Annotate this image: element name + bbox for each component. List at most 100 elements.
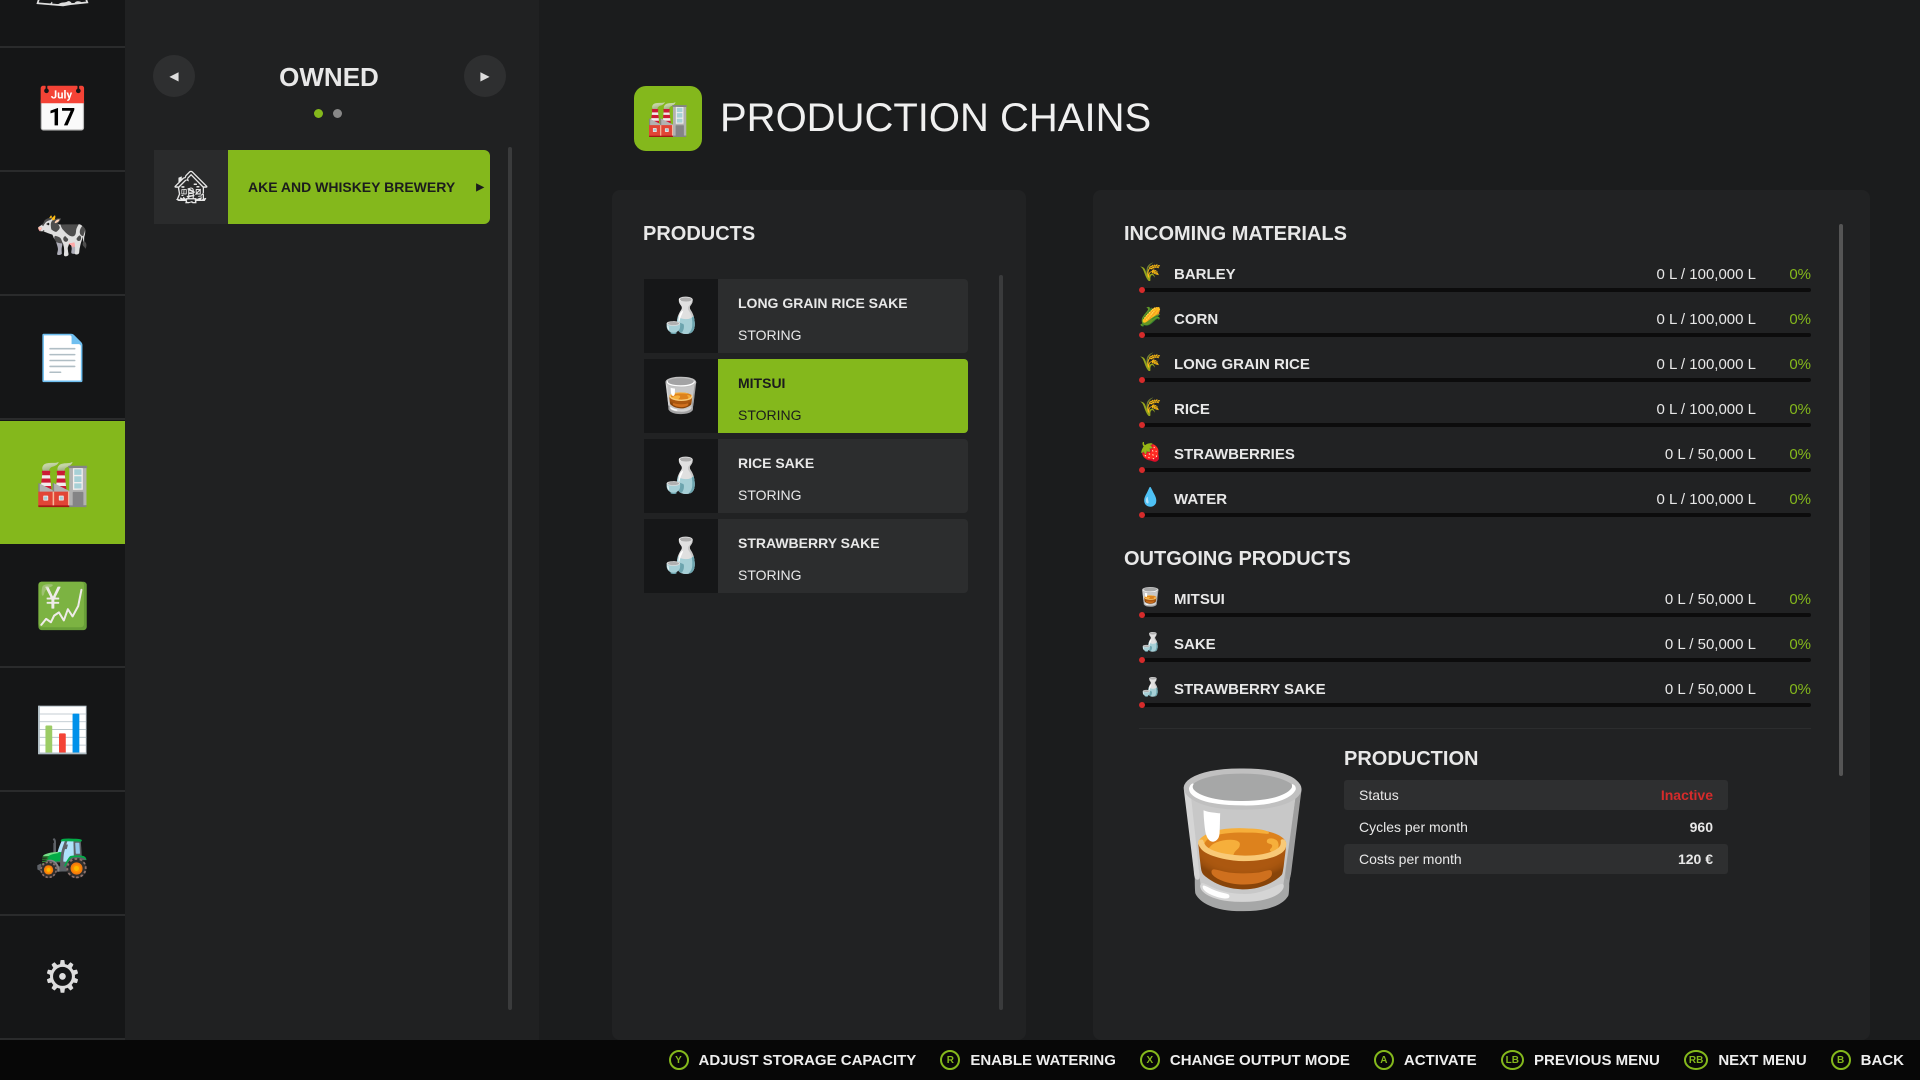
production-title: PRODUCTION xyxy=(1344,748,1479,770)
gamepad-a-icon: A xyxy=(1373,1050,1394,1070)
product-status: STORING xyxy=(738,407,802,423)
fill-level-bar xyxy=(1139,332,1811,338)
fill-level-bar xyxy=(1139,702,1811,708)
sidebar-item-map[interactable]: 🗺 xyxy=(0,0,125,48)
material-amount: 0 L / 100,000 L xyxy=(1656,266,1756,283)
animals-icon: 🐄 xyxy=(35,209,90,259)
incoming-row: 💧 WATER 0 L / 100,000 L 0% xyxy=(1139,487,1811,527)
product-name: MITSUI xyxy=(738,375,786,391)
material-icon: 🍓 xyxy=(1139,442,1162,462)
material-name: LONG GRAIN RICE xyxy=(1174,356,1310,373)
status-row: Status Inactive xyxy=(1344,780,1728,810)
gamepad-b-icon: B xyxy=(1830,1050,1851,1070)
product-bottle-icon: 🍶 xyxy=(644,279,718,353)
product-bottle-icon: 🍶 xyxy=(644,439,718,513)
material-icon: 💧 xyxy=(1139,487,1162,507)
product-item[interactable]: 🥃 MITSUI STORING xyxy=(644,359,968,433)
fill-level-bar xyxy=(1139,287,1811,293)
product-item[interactable]: 🍶 RICE SAKE STORING xyxy=(644,439,968,513)
hint-activate[interactable]: A ACTIVATE xyxy=(1373,1050,1477,1070)
outgoing-title: OUTGOING PRODUCTS xyxy=(1124,548,1351,570)
production-chains-icon: 🏭 xyxy=(634,86,702,151)
status-label: Status xyxy=(1359,787,1399,803)
sidebar-item-contracts[interactable]: 📄 xyxy=(0,297,125,420)
material-amount: 0 L / 100,000 L xyxy=(1656,311,1756,328)
material-name: STRAWBERRY SAKE xyxy=(1174,681,1326,698)
sidebar-item-production[interactable]: 🏭 xyxy=(0,421,133,544)
cycles-row: Cycles per month 960 xyxy=(1344,812,1728,842)
material-amount: 0 L / 50,000 L xyxy=(1664,636,1756,653)
outgoing-row: 🍶 STRAWBERRY SAKE 0 L / 50,000 L 0% xyxy=(1139,677,1811,717)
material-percent: 0% xyxy=(1789,636,1811,653)
material-percent: 0% xyxy=(1789,446,1811,463)
material-icon: 🌽 xyxy=(1139,307,1162,327)
hint-change-output-mode[interactable]: X CHANGE OUTPUT MODE xyxy=(1139,1050,1350,1070)
gamepad-lb-icon: LB xyxy=(1500,1050,1524,1070)
divider xyxy=(1139,728,1811,729)
fill-level-bar xyxy=(1139,467,1811,473)
gamepad-r-icon: R xyxy=(940,1050,961,1070)
material-percent: 0% xyxy=(1789,591,1811,608)
sidebar-item-finances[interactable]: 💹 xyxy=(0,545,125,668)
material-amount: 0 L / 50,000 L xyxy=(1664,681,1756,698)
products-scrollbar[interactable] xyxy=(999,275,1003,1010)
hint-label: CHANGE OUTPUT MODE xyxy=(1169,1051,1350,1069)
calendar-icon: 📅 xyxy=(35,85,90,135)
fill-level-indicator xyxy=(1139,332,1145,338)
material-percent: 0% xyxy=(1789,311,1811,328)
costs-value: 120 € xyxy=(1677,851,1713,867)
fill-level-bar xyxy=(1139,612,1811,618)
material-name: MITSUI xyxy=(1174,591,1225,608)
gamepad-rb-icon: RB xyxy=(1683,1050,1709,1070)
next-page-button[interactable]: ▶ xyxy=(464,55,506,97)
material-percent: 0% xyxy=(1789,356,1811,373)
fill-level-indicator xyxy=(1139,612,1145,618)
contracts-icon: 📄 xyxy=(35,333,90,383)
page-indicator xyxy=(309,105,347,123)
material-amount: 0 L / 100,000 L xyxy=(1656,401,1756,418)
sidebar-item-animals[interactable]: 🐄 xyxy=(0,173,125,296)
sidebar-item-settings[interactable]: ⚙ xyxy=(0,917,125,1040)
hint-previous-menu[interactable]: LB PREVIOUS MENU xyxy=(1500,1050,1660,1070)
prev-page-button[interactable]: ◀ xyxy=(153,55,195,97)
owned-scrollbar[interactable] xyxy=(508,147,512,1010)
hint-label: ENABLE WATERING xyxy=(970,1051,1116,1069)
sidebar-item-vehicles[interactable]: 🚜 xyxy=(0,793,125,916)
sidebar-item-calendar[interactable]: 📅 xyxy=(0,49,125,172)
gamepad-y-icon: Y xyxy=(668,1050,689,1070)
map-icon: 🗺 xyxy=(35,0,91,12)
material-percent: 0% xyxy=(1789,401,1811,418)
hint-label: NEXT MENU xyxy=(1718,1051,1807,1069)
hint-next-menu[interactable]: RB NEXT MENU xyxy=(1683,1050,1807,1070)
page-dot-active[interactable] xyxy=(314,109,323,118)
hint-adjust-storage-capacity[interactable]: Y ADJUST STORAGE CAPACITY xyxy=(668,1050,916,1070)
page-title: PRODUCTION CHAINS xyxy=(720,96,1152,140)
material-percent: 0% xyxy=(1789,266,1811,283)
cycles-value: 960 xyxy=(1689,819,1713,835)
incoming-row: 🌾 RICE 0 L / 100,000 L 0% xyxy=(1139,397,1811,437)
gamepad-x-icon: X xyxy=(1139,1050,1160,1070)
page-dot[interactable] xyxy=(333,109,342,118)
hint-back[interactable]: B BACK xyxy=(1830,1050,1904,1070)
fill-level-bar xyxy=(1139,422,1811,428)
material-icon: 🌾 xyxy=(1139,397,1162,417)
owned-title: OWNED xyxy=(279,62,379,92)
details-scrollbar[interactable] xyxy=(1839,224,1843,776)
incoming-row: 🌾 LONG GRAIN RICE 0 L / 100,000 L 0% xyxy=(1139,352,1811,392)
product-item[interactable]: 🍶 LONG GRAIN RICE SAKE STORING xyxy=(644,279,968,353)
material-name: BARLEY xyxy=(1174,266,1236,283)
material-amount: 0 L / 50,000 L xyxy=(1664,446,1756,463)
fill-level-bar xyxy=(1139,377,1811,383)
sidebar-item-statistics[interactable]: 📊 xyxy=(0,669,125,792)
material-name: STRAWBERRIES xyxy=(1174,446,1295,463)
fill-level-indicator xyxy=(1139,702,1145,708)
product-name: LONG GRAIN RICE SAKE xyxy=(738,295,908,311)
brewery-name: AKE AND WHISKEY BREWERY xyxy=(248,179,456,195)
hint-label: PREVIOUS MENU xyxy=(1534,1051,1660,1069)
hint-enable-watering[interactable]: R ENABLE WATERING xyxy=(940,1050,1116,1070)
product-name: RICE SAKE xyxy=(738,455,815,471)
product-status: STORING xyxy=(738,327,802,343)
product-item[interactable]: 🍶 STRAWBERRY SAKE STORING xyxy=(644,519,968,593)
status-value: Inactive xyxy=(1660,787,1713,803)
brewery-list-item[interactable]: 🏚 AKE AND WHISKEY BREWERY ▶ xyxy=(154,150,490,224)
